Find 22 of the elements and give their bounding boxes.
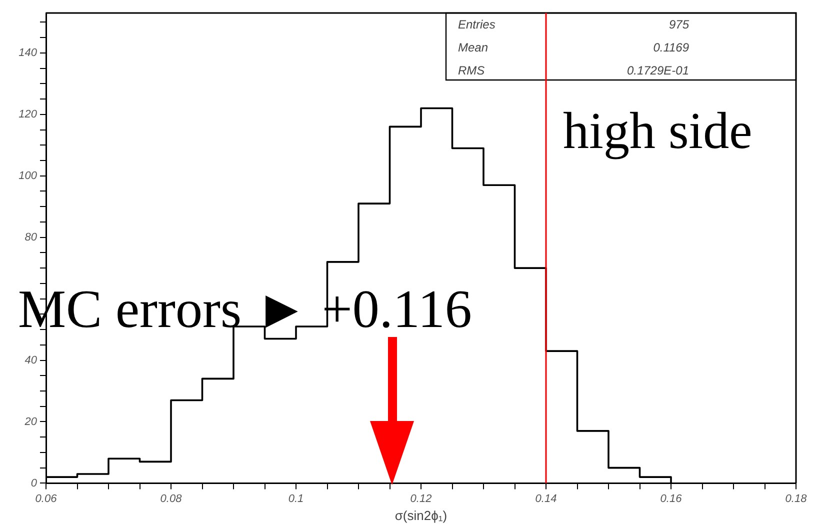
annotation: RMS bbox=[458, 63, 485, 78]
y-tick-label: 80 bbox=[24, 231, 38, 244]
x-tick-label: 0.12 bbox=[410, 492, 432, 505]
x-tick-label: 0.16 bbox=[660, 492, 683, 505]
y-tick-label: 140 bbox=[18, 47, 38, 60]
x-tick-label: 0.18 bbox=[785, 492, 808, 505]
annotation: 0.1729E-01 bbox=[626, 63, 689, 78]
y-tick-label: 100 bbox=[18, 170, 38, 182]
y-tick-label: 120 bbox=[18, 108, 38, 120]
x-tick-label: 0.14 bbox=[535, 492, 557, 505]
annotation: Mean bbox=[458, 40, 488, 54]
x-tick-label: 0.1 bbox=[288, 492, 304, 505]
x-axis-title: σ(sin2ϕ₁) bbox=[394, 508, 448, 523]
annotation: 0.1169 bbox=[653, 40, 690, 54]
annotation: Entries bbox=[458, 17, 496, 32]
ref-line-label: high side bbox=[563, 103, 752, 160]
y-tick-label: 0 bbox=[30, 477, 38, 490]
annotation: 975 bbox=[668, 17, 690, 32]
x-tick-label: 0.06 bbox=[35, 492, 58, 505]
x-tick-label: 0.08 bbox=[160, 492, 183, 505]
y-tick-label: 20 bbox=[24, 416, 38, 428]
y-tick-label: 40 bbox=[24, 354, 38, 366]
